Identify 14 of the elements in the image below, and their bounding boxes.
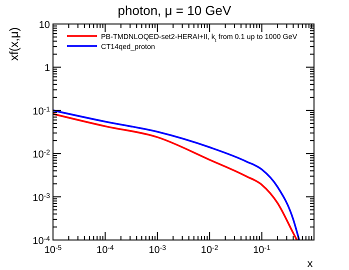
x-axis-title: x <box>307 258 314 270</box>
y-tick-label: 10$^{-4}$ <box>32 236 50 247</box>
chart-title: photon, μ = 10 GeV <box>118 3 232 18</box>
y-tick-label: 10$^{-3}$ <box>32 192 50 204</box>
y-tick-label: 10$^{-1}$ <box>32 106 50 118</box>
x-tick-label: 10$^{-2}$ <box>200 244 218 256</box>
y-tick-label: 1 <box>44 63 50 74</box>
y-axis-title: xf(x,μ) <box>7 27 21 61</box>
x-tick-label: 10$^{-3}$ <box>148 244 166 256</box>
y-tick-label: 10 <box>38 20 50 31</box>
y-tick-label: 10$^{-2}$ <box>32 149 50 161</box>
x-tick-label: 10$^{-4}$ <box>96 244 114 256</box>
x-tick-label: 10$^{-5}$ <box>44 244 62 256</box>
x-tick-label: 10$^{-1}$ <box>253 244 271 256</box>
